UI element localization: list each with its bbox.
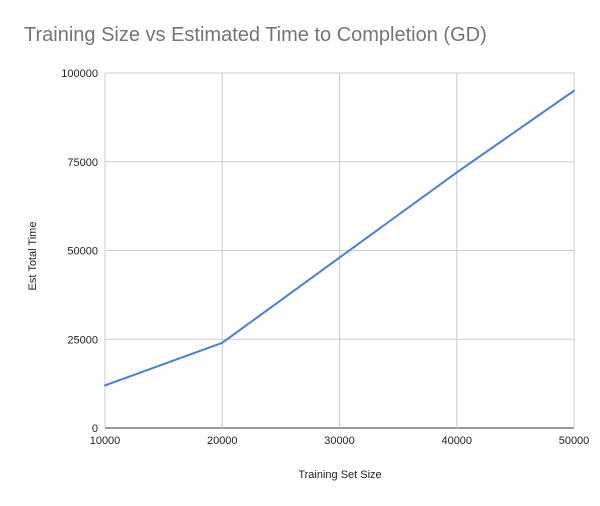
x-tick-label: 10000 (90, 435, 121, 447)
data-point (221, 341, 224, 344)
y-tick-label: 100000 (61, 68, 98, 80)
x-tick-label: 30000 (324, 435, 355, 447)
series-layer (104, 89, 576, 387)
y-tick-label: 50000 (67, 246, 98, 258)
data-point (338, 256, 341, 259)
x-tick-label: 50000 (559, 435, 590, 447)
y-axis-title: Est Total Time (27, 222, 39, 291)
y-tick-label: 25000 (67, 334, 98, 346)
x-axis-title: Training Set Size (298, 469, 381, 481)
x-tick-label: 40000 (441, 435, 472, 447)
data-point (573, 89, 576, 92)
tick-layer: 0 25000 50000 75000 100000 10000 20000 30000 400… (61, 68, 589, 447)
y-tick-label: 0 (92, 423, 98, 435)
data-point (104, 384, 107, 387)
y-tick-label: 75000 (67, 157, 98, 169)
grid-layer (104, 72, 575, 429)
chart-title: Training Size vs Estimated Time to Compl… (24, 24, 487, 46)
series-line (104, 89, 575, 387)
data-point (455, 171, 458, 174)
x-tick-label: 20000 (207, 435, 238, 447)
